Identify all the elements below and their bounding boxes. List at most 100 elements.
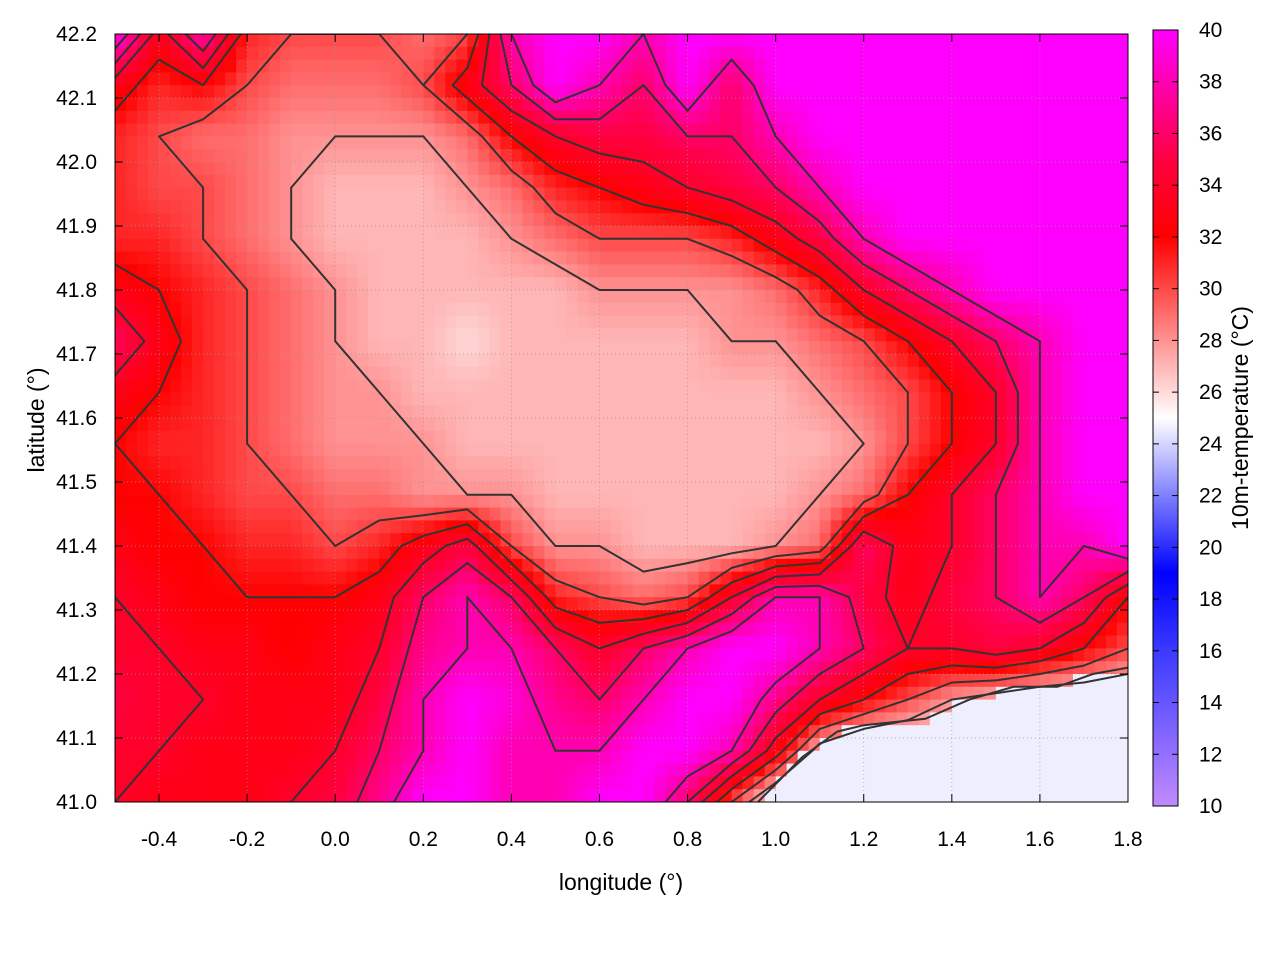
heatmap-cell [324,302,336,317]
heatmap-cell [566,610,579,624]
heatmap-cell [467,622,479,637]
heatmap-cell [148,213,160,227]
heatmap-cell [225,162,237,176]
heatmap-cell [775,187,788,201]
heatmap-cell [203,200,215,214]
heatmap-cell [126,571,138,585]
heatmap-cell [687,174,700,189]
heatmap-cell [1094,341,1107,355]
heatmap-cell [148,290,160,304]
heatmap-cell [621,174,634,189]
heatmap-cell [577,213,590,227]
heatmap-cell [511,584,523,598]
heatmap-cell [566,392,579,406]
heatmap-cell [610,571,623,585]
heatmap-cell [291,686,303,701]
heatmap-cell [555,187,568,201]
heatmap-cell [335,34,347,48]
heatmap-cell [313,174,325,189]
heatmap-cell [874,456,887,470]
heatmap-cell [786,46,799,61]
heatmap-cell [555,584,568,598]
heatmap-cell [808,251,821,265]
heatmap-cell [907,277,920,291]
heatmap-cell [1105,123,1118,137]
heatmap-cell [863,546,876,560]
heatmap-cell [687,213,700,227]
heatmap-cell [665,315,678,329]
heatmap-cell [885,443,898,457]
heatmap-cell [731,174,744,189]
heatmap-cell [973,149,986,163]
heatmap-cell [126,686,138,701]
heatmap-cell [610,72,623,86]
heatmap-cell [1061,635,1074,649]
heatmap-cell [654,546,667,560]
heatmap-cell [313,507,325,521]
heatmap-cell [665,162,678,176]
heatmap-cell [324,494,336,509]
heatmap-cell [269,392,281,406]
heatmap-cell [390,174,402,189]
heatmap-cell [610,469,623,483]
heatmap-cell [159,405,171,419]
heatmap-cell [962,136,975,150]
heatmap-cell [203,405,215,419]
heatmap-cell [313,187,325,201]
heatmap-cell [1083,558,1096,573]
heatmap-cell [940,162,953,176]
heatmap-cell [511,622,523,637]
heatmap-cell [390,110,402,125]
heatmap-cell [423,200,435,214]
heatmap-cell [786,98,799,112]
heatmap-cell [434,418,446,432]
heatmap-cell [137,558,149,573]
heatmap-cell [379,302,391,317]
heatmap-cell [940,354,953,368]
heatmap-cell [214,405,226,419]
heatmap-cell [225,46,237,61]
heatmap-cell [401,72,413,86]
heatmap-cell [731,392,744,406]
heatmap-cell [742,174,755,189]
heatmap-cell [610,46,623,61]
heatmap-cell [390,597,402,611]
heatmap-cell [1017,507,1030,521]
heatmap-cell [742,558,755,573]
heatmap-cell [368,123,380,137]
heatmap-cell [819,277,832,291]
heatmap-cell [995,328,1008,342]
heatmap-cell [566,418,579,432]
heatmap-cell [885,98,898,112]
heatmap-cell [1116,405,1128,419]
heatmap-cell [434,443,446,457]
heatmap-cell [973,699,986,713]
heatmap-cell [357,571,369,585]
heatmap-cell [577,520,590,534]
heatmap-cell [423,635,435,649]
heatmap-cell [203,110,215,125]
heatmap-cell [797,213,810,227]
heatmap-cell [830,136,843,150]
heatmap-cell [544,341,557,355]
heatmap-cell [1105,110,1118,125]
heatmap-cell [720,341,733,355]
heatmap-cell [731,238,744,253]
heatmap-cell [1050,200,1063,214]
heatmap-cell [170,200,182,214]
heatmap-cell [126,392,138,406]
heatmap-cell [610,648,623,662]
heatmap-cell [401,187,413,201]
heatmap-cell [786,315,799,329]
heatmap-cell [819,494,832,509]
heatmap-cell [225,238,237,253]
heatmap-cell [192,72,204,86]
heatmap-cell [313,379,325,393]
heatmap-cell [643,366,656,381]
heatmap-cell [1039,98,1052,112]
heatmap-cell [401,136,413,150]
heatmap-cell [1116,635,1128,649]
heatmap-cell [896,430,909,445]
heatmap-cell [456,712,468,726]
heatmap-cell [665,123,678,137]
